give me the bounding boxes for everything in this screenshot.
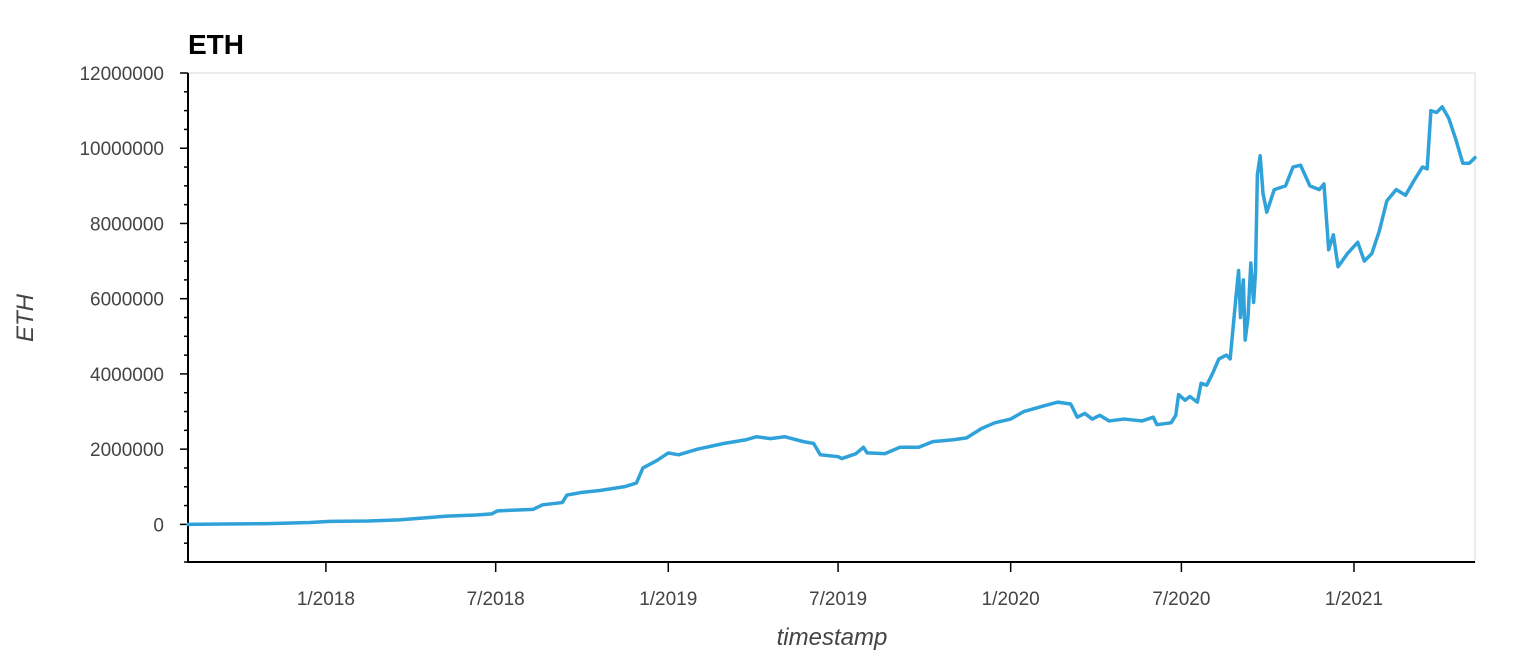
chart-title: ETH — [188, 29, 244, 60]
x-tick-label: 1/2020 — [982, 589, 1040, 610]
eth-series-line — [186, 105, 1477, 527]
x-tick-label: 7/2019 — [809, 589, 867, 610]
plot-area-frame — [187, 72, 1476, 563]
y-tick-label: 4000000 — [90, 365, 164, 386]
y-axis-ticks: 0 2000000 4000000 6000000 8000000 10000000 120… — [79, 64, 188, 536]
x-tick-label: 7/2020 — [1152, 589, 1210, 610]
y-tick-label: 8000000 — [90, 214, 164, 235]
x-tick-label: 1/2019 — [639, 589, 697, 610]
x-tick-label: 7/2018 — [467, 589, 525, 610]
x-tick-label: 1/2018 — [297, 589, 355, 610]
x-axis-ticks: 1/2018 7/2018 1/2019 7/2019 1/2020 7/2020 1/20… — [297, 562, 1383, 610]
y-tick-label: 12000000 — [79, 64, 164, 85]
y-tick-label: 0 — [153, 515, 164, 536]
y-axis-label: ETH — [12, 293, 39, 342]
y-tick-label: 10000000 — [79, 139, 164, 160]
x-axis-label: timestamp — [777, 624, 888, 651]
y-tick-label: 2000000 — [90, 440, 164, 461]
y-tick-label: 6000000 — [90, 290, 164, 311]
x-tick-label: 1/2021 — [1325, 589, 1383, 610]
